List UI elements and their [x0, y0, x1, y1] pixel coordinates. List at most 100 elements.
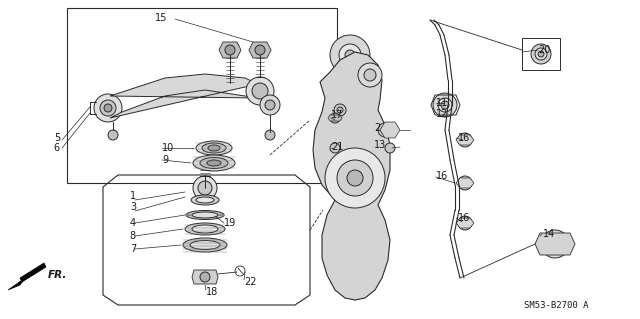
Text: 16: 16 — [458, 133, 470, 143]
Text: 14: 14 — [543, 229, 556, 239]
Circle shape — [531, 44, 551, 64]
Circle shape — [433, 93, 457, 117]
Circle shape — [551, 240, 559, 248]
Circle shape — [265, 130, 275, 140]
Polygon shape — [219, 42, 241, 58]
Circle shape — [438, 98, 452, 112]
Ellipse shape — [202, 143, 226, 153]
Ellipse shape — [190, 241, 220, 249]
Circle shape — [255, 45, 265, 55]
Text: 12: 12 — [436, 109, 449, 119]
Text: 18: 18 — [206, 287, 218, 297]
Circle shape — [378, 123, 392, 137]
Bar — [67, 8, 337, 183]
Text: 22: 22 — [244, 277, 257, 287]
Circle shape — [94, 94, 122, 122]
Text: 5: 5 — [54, 133, 60, 143]
Polygon shape — [535, 233, 575, 255]
Text: 15: 15 — [155, 13, 168, 23]
Polygon shape — [192, 270, 218, 284]
Circle shape — [193, 176, 217, 200]
Ellipse shape — [183, 238, 227, 252]
Circle shape — [441, 101, 449, 109]
Polygon shape — [313, 52, 390, 300]
Ellipse shape — [207, 160, 221, 166]
Circle shape — [345, 50, 355, 60]
Text: 10: 10 — [162, 143, 174, 153]
Ellipse shape — [208, 145, 220, 151]
Circle shape — [385, 143, 395, 153]
Text: 21: 21 — [331, 142, 344, 152]
Ellipse shape — [194, 273, 216, 281]
Text: 11: 11 — [436, 98, 448, 108]
Circle shape — [381, 126, 389, 134]
Ellipse shape — [185, 223, 225, 235]
Ellipse shape — [196, 197, 214, 203]
Text: 9: 9 — [162, 155, 168, 165]
Text: 2: 2 — [374, 123, 380, 133]
Circle shape — [252, 83, 268, 99]
Circle shape — [334, 104, 346, 116]
Circle shape — [364, 69, 376, 81]
Circle shape — [330, 143, 340, 153]
Text: SM53-B2700 A: SM53-B2700 A — [524, 301, 588, 310]
Circle shape — [330, 35, 370, 75]
Text: 6: 6 — [54, 143, 60, 153]
Text: 3: 3 — [130, 202, 136, 212]
Circle shape — [461, 219, 469, 227]
Polygon shape — [110, 74, 258, 118]
Text: 17: 17 — [331, 110, 344, 120]
Circle shape — [225, 45, 235, 55]
Polygon shape — [249, 42, 271, 58]
Bar — [522, 38, 560, 70]
Text: 13: 13 — [374, 140, 387, 150]
Polygon shape — [8, 278, 25, 290]
Circle shape — [265, 100, 275, 110]
Ellipse shape — [196, 141, 232, 155]
Circle shape — [246, 77, 274, 105]
Circle shape — [541, 230, 569, 258]
Circle shape — [198, 181, 212, 195]
Circle shape — [347, 170, 363, 186]
Circle shape — [547, 236, 563, 252]
Circle shape — [337, 107, 343, 113]
Circle shape — [260, 95, 280, 115]
Ellipse shape — [186, 211, 224, 219]
Ellipse shape — [192, 212, 218, 218]
Ellipse shape — [193, 155, 235, 171]
Circle shape — [108, 130, 118, 140]
Polygon shape — [20, 263, 46, 282]
Circle shape — [330, 113, 340, 123]
Ellipse shape — [191, 195, 219, 205]
Circle shape — [200, 272, 210, 282]
Text: 7: 7 — [130, 244, 136, 254]
Circle shape — [337, 160, 373, 196]
Polygon shape — [456, 135, 474, 145]
Text: 16: 16 — [458, 213, 470, 223]
Circle shape — [538, 51, 544, 57]
Ellipse shape — [200, 158, 228, 168]
Circle shape — [461, 136, 469, 144]
Circle shape — [461, 179, 469, 187]
Circle shape — [458, 176, 472, 190]
Circle shape — [325, 148, 385, 208]
Circle shape — [358, 63, 382, 87]
Polygon shape — [456, 178, 474, 188]
Circle shape — [458, 216, 472, 230]
Circle shape — [535, 48, 547, 60]
Text: 16: 16 — [436, 171, 448, 181]
Text: FR.: FR. — [48, 270, 67, 280]
Circle shape — [339, 44, 361, 66]
Circle shape — [104, 104, 112, 112]
Text: 4: 4 — [130, 218, 136, 228]
Text: 20: 20 — [538, 45, 550, 55]
Text: 1: 1 — [130, 191, 136, 201]
Circle shape — [100, 100, 116, 116]
Ellipse shape — [192, 225, 218, 233]
Text: 19: 19 — [224, 218, 236, 228]
Polygon shape — [456, 218, 474, 228]
Polygon shape — [328, 115, 342, 121]
Polygon shape — [380, 122, 400, 138]
Text: 8: 8 — [130, 231, 136, 241]
Circle shape — [458, 133, 472, 147]
